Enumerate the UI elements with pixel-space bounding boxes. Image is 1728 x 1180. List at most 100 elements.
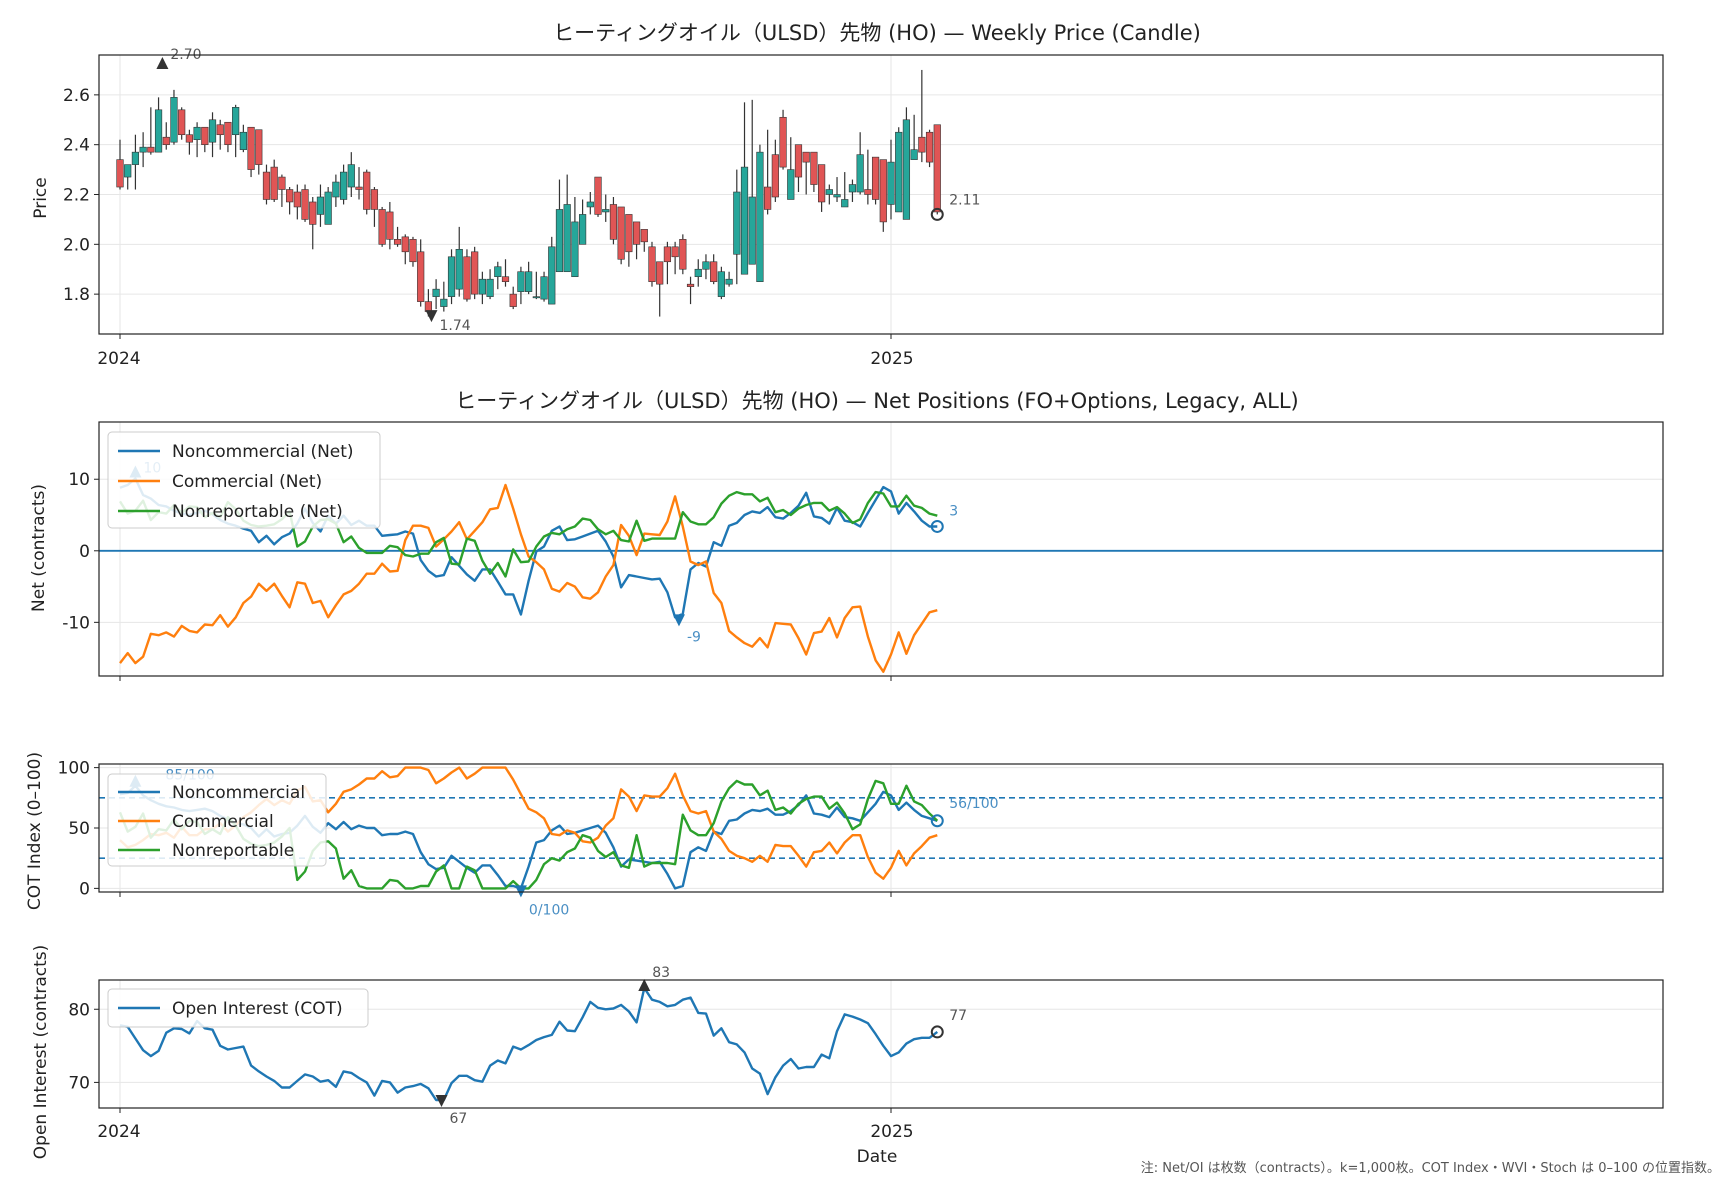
candle-body bbox=[201, 126, 209, 145]
price-min-marker bbox=[425, 310, 438, 323]
candle-body bbox=[147, 146, 155, 153]
candle-body bbox=[779, 116, 787, 168]
oi-last-marker bbox=[930, 1025, 944, 1039]
candle-body bbox=[185, 134, 193, 143]
candle-body bbox=[463, 256, 471, 300]
candle-body bbox=[247, 126, 255, 170]
candle-body bbox=[771, 154, 779, 198]
cot-last-marker bbox=[930, 814, 944, 828]
candle-body bbox=[725, 278, 733, 285]
cot-axes-frame bbox=[98, 763, 1664, 893]
cot-y-axis-label: COT Index (0–100) bbox=[25, 752, 45, 910]
candle-body bbox=[710, 261, 718, 282]
price-y-tick-label: 2.4 bbox=[63, 136, 90, 156]
candle-body bbox=[278, 176, 286, 190]
oi-last-label: 77 bbox=[949, 1008, 967, 1024]
candle-body bbox=[663, 246, 672, 263]
candle-body bbox=[694, 268, 702, 278]
candle-body bbox=[509, 293, 517, 307]
price-y-tick-label: 2.2 bbox=[63, 186, 90, 206]
candle-body bbox=[193, 126, 201, 140]
candle-body bbox=[586, 201, 594, 208]
candle-body bbox=[301, 189, 309, 220]
candle-body bbox=[810, 151, 818, 185]
candle-body bbox=[933, 124, 941, 213]
candle-body bbox=[486, 278, 494, 297]
price-y-tick-label: 2.0 bbox=[63, 235, 90, 255]
candle-body bbox=[594, 176, 602, 215]
net-y-tick-label: 10 bbox=[68, 470, 90, 490]
candle-body bbox=[887, 161, 895, 205]
net-y-tick-label: -10 bbox=[62, 613, 90, 633]
oi-x-tick-2024: 2024 bbox=[97, 1122, 140, 1142]
candle-body bbox=[324, 191, 332, 225]
candle-body bbox=[224, 121, 232, 145]
candle-body bbox=[540, 276, 548, 300]
candle-body bbox=[124, 164, 132, 178]
price-x-tick-2024: 2024 bbox=[97, 349, 140, 369]
candle-body bbox=[178, 109, 186, 136]
candle-body bbox=[386, 211, 394, 240]
net-legend: Noncommercial (Net) Commercial (Net) Non… bbox=[107, 431, 381, 529]
candle-body bbox=[555, 209, 564, 273]
price-x-tick-2025: 2025 bbox=[870, 349, 913, 369]
cot-legend-label-commercial: Commercial bbox=[172, 812, 274, 832]
candle-body bbox=[432, 288, 440, 297]
candle-body bbox=[525, 271, 533, 292]
candle-body bbox=[339, 171, 348, 200]
candle-body bbox=[871, 156, 880, 200]
candle-body bbox=[501, 276, 510, 282]
candle-body bbox=[455, 249, 463, 290]
net-legend-label-noncommercial: Noncommercial (Net) bbox=[172, 442, 354, 462]
net-legend-label-nonreportable: Nonreportable (Net) bbox=[172, 502, 343, 522]
candle-body bbox=[393, 239, 402, 245]
candle-body bbox=[818, 164, 826, 203]
candle-body bbox=[478, 278, 486, 295]
oi-y-tick-label: 80 bbox=[68, 1000, 90, 1020]
candle-body bbox=[602, 209, 610, 213]
net-y-axis-label: Net (contracts) bbox=[29, 484, 49, 612]
oi-x-tick-2025: 2025 bbox=[870, 1122, 913, 1142]
net-axes-frame bbox=[98, 421, 1664, 677]
candle-body bbox=[309, 201, 317, 225]
candle-body bbox=[378, 209, 386, 245]
candle-body bbox=[756, 151, 764, 282]
candle-body bbox=[232, 107, 240, 136]
cot-y-tick-label: 50 bbox=[68, 819, 90, 839]
cot-min-label: 0/100 bbox=[529, 902, 569, 918]
cot-min-marker bbox=[514, 885, 527, 898]
candle-body bbox=[293, 191, 301, 208]
candle-body bbox=[764, 186, 772, 210]
candle-body bbox=[848, 184, 857, 193]
candle-body bbox=[856, 154, 864, 193]
candle-body bbox=[216, 124, 224, 136]
candle-body bbox=[170, 97, 178, 143]
candle-body bbox=[316, 196, 325, 215]
price-last-marker bbox=[930, 207, 944, 221]
oi-legend-box bbox=[107, 988, 369, 1028]
candle-body bbox=[802, 151, 810, 163]
candle-body bbox=[833, 194, 841, 198]
candle-body bbox=[370, 189, 379, 210]
candle-body bbox=[363, 171, 371, 210]
oi-y-tick-label: 70 bbox=[68, 1073, 90, 1093]
candle-body bbox=[578, 214, 587, 245]
candle-body bbox=[447, 256, 456, 297]
cot-legend: Noncommercial Commercial Nonreportable bbox=[107, 773, 327, 867]
oi-y-axis-label: Open Interest (contracts) bbox=[31, 945, 51, 1159]
candle-body bbox=[748, 196, 756, 265]
candle-body bbox=[255, 129, 263, 165]
footnote: 注: Net/OI は枚数（contracts）。k=1,000枚。COT In… bbox=[1141, 1161, 1720, 1176]
candle-body bbox=[671, 246, 679, 258]
candle-body bbox=[825, 189, 833, 195]
candle-body bbox=[131, 151, 140, 165]
candle-body bbox=[424, 301, 433, 312]
candle-body bbox=[440, 298, 448, 307]
candle-body bbox=[918, 136, 926, 153]
candle-body bbox=[154, 109, 163, 153]
net-min-label: -9 bbox=[687, 629, 701, 645]
net-min-marker bbox=[672, 614, 685, 627]
net-y-tick-label: 0 bbox=[79, 542, 90, 562]
price-plot: 1.82.02.22.42.62.701.742.11 bbox=[63, 47, 1664, 339]
candle-body bbox=[625, 214, 633, 253]
